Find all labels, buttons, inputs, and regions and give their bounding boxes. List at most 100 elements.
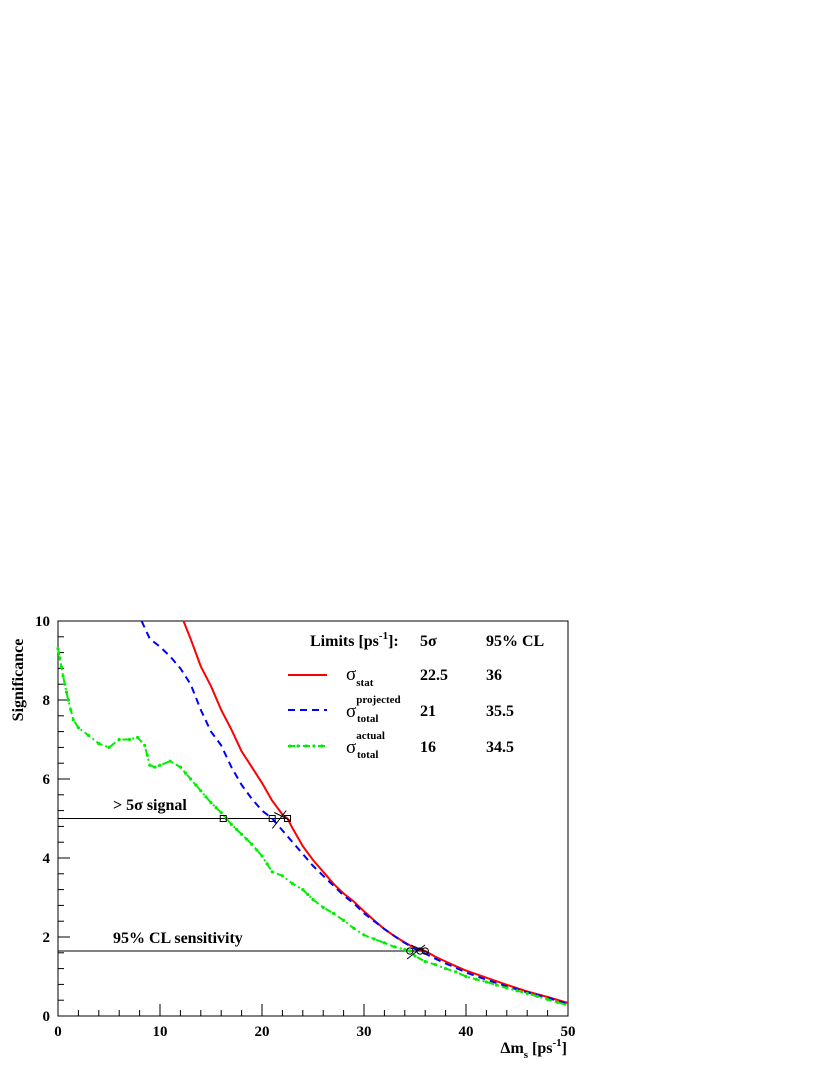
series-actual-point <box>495 983 499 987</box>
series-actual-point <box>270 870 274 874</box>
series-actual-point <box>546 997 550 1002</box>
series-actual-point <box>433 963 437 967</box>
crossing-error-tick-95cl <box>410 944 430 954</box>
y-tick-label: 6 <box>43 772 51 788</box>
legend-actual-95cl: 34.5 <box>486 739 514 756</box>
series-actual-point <box>59 665 64 669</box>
crossing-marker-95cl <box>421 947 429 955</box>
series-actual-point <box>76 726 80 730</box>
series-actual-point <box>484 980 488 984</box>
crossing-error-tick-5sigma <box>271 810 287 829</box>
series-actual-point <box>87 733 91 738</box>
series-actual-point <box>189 777 193 781</box>
series-actual-point <box>56 647 60 651</box>
crossing-error-tick-95cl <box>406 944 426 960</box>
legend-label-projected-sub: total <box>357 713 378 725</box>
series-actual-point <box>311 897 315 902</box>
legend-stat-5sigma: 22.5 <box>420 667 448 684</box>
legend-label-actual: σactual <box>346 730 385 758</box>
series-actual-point <box>362 933 366 937</box>
series-actual-point <box>260 854 264 858</box>
series-actual-point <box>194 783 198 787</box>
series-actual-point <box>158 763 162 767</box>
series-actual-point <box>204 795 208 799</box>
legend-stat-95cl: 36 <box>486 667 502 684</box>
y-axis-title: Significance <box>10 639 27 722</box>
series-actual-point <box>64 690 69 694</box>
legend-actual-5sigma: 16 <box>420 739 436 756</box>
series-actual-point <box>148 763 152 767</box>
crossing-marker-5sigma <box>268 815 276 822</box>
series-actual-point <box>117 737 121 742</box>
legend-swatch-actual-markers <box>288 744 324 748</box>
series-actual-point <box>153 765 157 769</box>
series-actual-point <box>423 959 427 964</box>
y-tick-label: 10 <box>35 614 50 630</box>
series-actual-point <box>535 994 540 999</box>
series-actual-point <box>245 837 249 841</box>
series-actual-point <box>413 954 417 958</box>
series-actual-point <box>474 977 478 981</box>
annotation-5sigma-signal: > 5σ signal <box>113 797 187 814</box>
series-actual-point <box>71 718 75 722</box>
legend-actual-marker <box>296 744 300 748</box>
crossing-error-tick-5sigma <box>274 812 291 821</box>
annotation-95cl-sensitivity: 95% CL sensitivity <box>113 930 243 947</box>
series-actual-point <box>63 682 67 686</box>
series-actual-point <box>136 735 140 740</box>
series-actual-point <box>515 989 519 993</box>
x-tick-label: 10 <box>153 1024 168 1040</box>
series-actual-point <box>107 745 111 750</box>
y-tick-label: 2 <box>43 930 51 946</box>
legend-header-label: Limits [ps-1]: <box>310 630 399 650</box>
series-actual-point <box>199 789 203 793</box>
legend-actual-marker <box>312 744 316 748</box>
crossing-marker-5sigma <box>284 815 291 822</box>
legend-actual-marker <box>320 744 324 748</box>
crossing-marker-5sigma <box>219 815 227 822</box>
series-actual-point <box>234 827 239 832</box>
series-actual-point <box>393 945 397 949</box>
legend-header-95cl: 95% CL <box>486 633 544 650</box>
series-actual-point <box>382 941 386 945</box>
series-actual-point <box>209 801 213 805</box>
x-tick-label: 40 <box>459 1024 474 1040</box>
series-actual-point <box>66 698 70 702</box>
y-tick-label: 0 <box>43 1009 51 1025</box>
series-actual-point <box>143 743 147 748</box>
series-actual-point <box>61 674 65 678</box>
series-actual-point <box>352 926 356 930</box>
legend-projected-95cl: 35.5 <box>486 703 514 720</box>
series-actual-point <box>464 974 468 979</box>
series-actual-point <box>255 848 259 852</box>
series-actual-point <box>127 737 131 742</box>
y-tick-label: 4 <box>43 851 51 867</box>
legend-label-projected: σprojected <box>346 694 401 722</box>
series-actual-point <box>240 832 244 836</box>
series-actual-point <box>250 842 254 846</box>
series-actual-point <box>342 918 346 923</box>
series-actual-point <box>229 822 233 827</box>
series-actual-point <box>97 741 101 746</box>
crossing-marker-95cl <box>406 947 414 955</box>
series-actual-point <box>69 708 73 712</box>
x-tick-label: 20 <box>255 1024 270 1040</box>
series-actual-point <box>454 970 458 974</box>
series-actual-point <box>219 811 223 815</box>
series-actual-point <box>301 888 305 892</box>
series-line-stat <box>182 620 569 1004</box>
legend-actual-marker <box>288 744 292 748</box>
series-actual-point <box>372 937 376 941</box>
series-actual-point <box>265 862 269 866</box>
series-line-actual <box>57 648 569 1007</box>
x-tick-label: 0 <box>54 1024 62 1040</box>
series-actual-point <box>145 753 149 757</box>
x-axis-title: Δms [ps-1] <box>500 1037 567 1061</box>
series-actual-point <box>183 771 188 775</box>
series-actual-point <box>58 656 62 660</box>
series-actual-point <box>306 892 310 897</box>
legend-actual-marker <box>304 744 308 748</box>
legend-label-actual-sub: total <box>357 749 378 761</box>
series-actual-point <box>444 967 448 971</box>
